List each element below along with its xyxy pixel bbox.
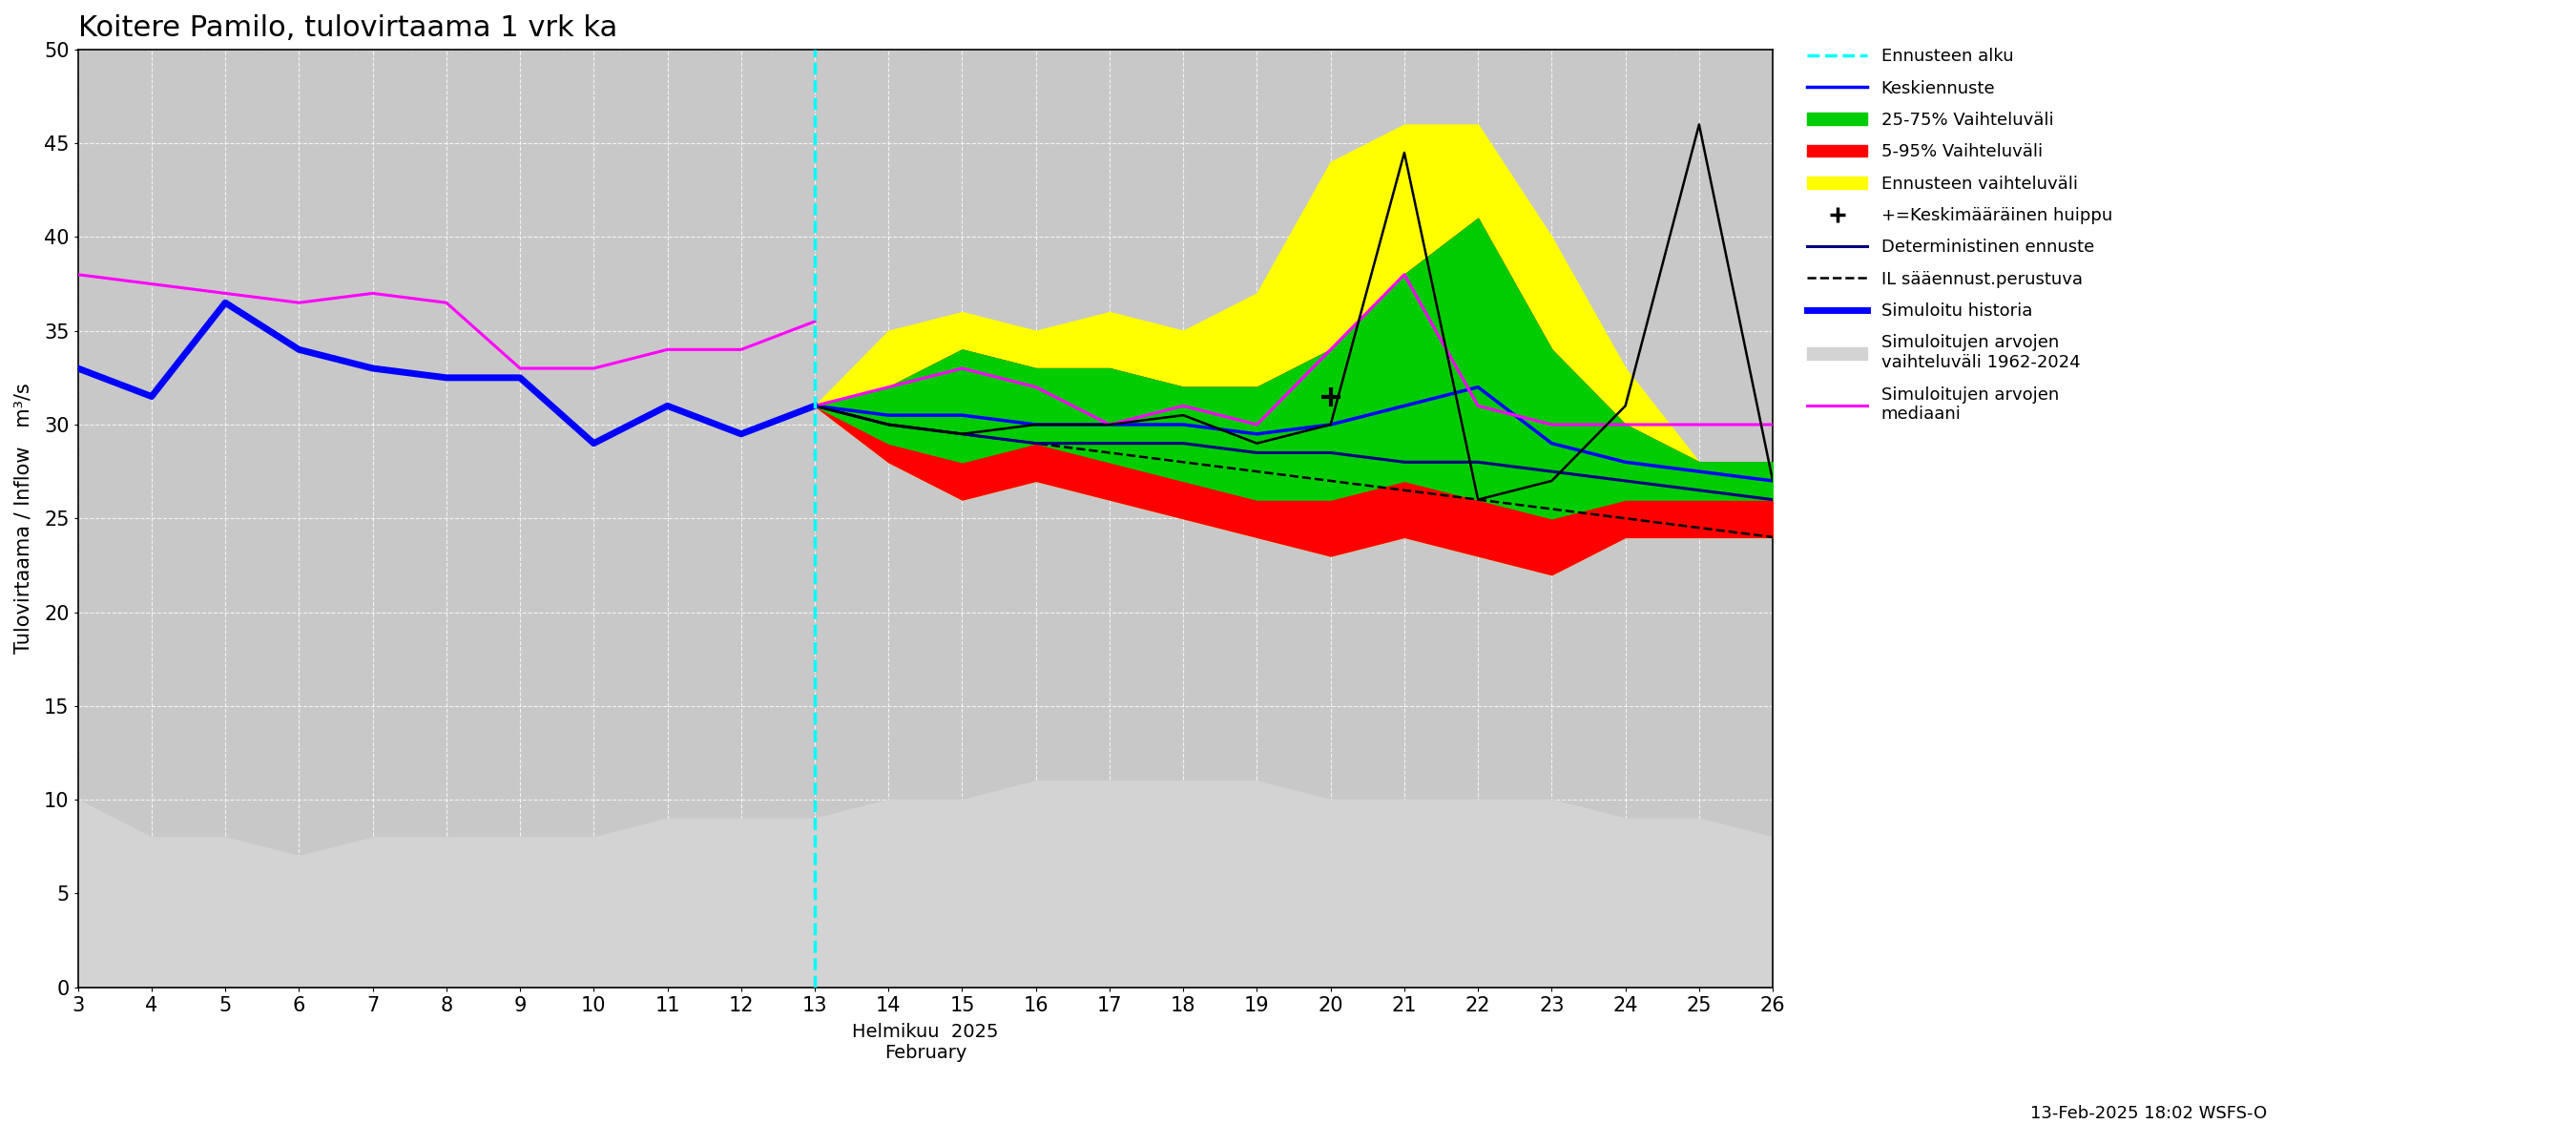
Text: Koitere Pamilo, tulovirtaama 1 vrk ka: Koitere Pamilo, tulovirtaama 1 vrk ka (77, 14, 618, 42)
Legend: Ennusteen alku, Keskiennuste, 25-75% Vaihteluväli, 5-95% Vaihteluväli, Ennusteen: Ennusteen alku, Keskiennuste, 25-75% Vai… (1798, 39, 2120, 432)
Text: 13-Feb-2025 18:02 WSFS-O: 13-Feb-2025 18:02 WSFS-O (2030, 1105, 2267, 1122)
Y-axis label: Tulovirtaama / Inflow   m³/s: Tulovirtaama / Inflow m³/s (15, 382, 33, 654)
X-axis label: Helmikuu  2025
February: Helmikuu 2025 February (853, 1022, 999, 1063)
